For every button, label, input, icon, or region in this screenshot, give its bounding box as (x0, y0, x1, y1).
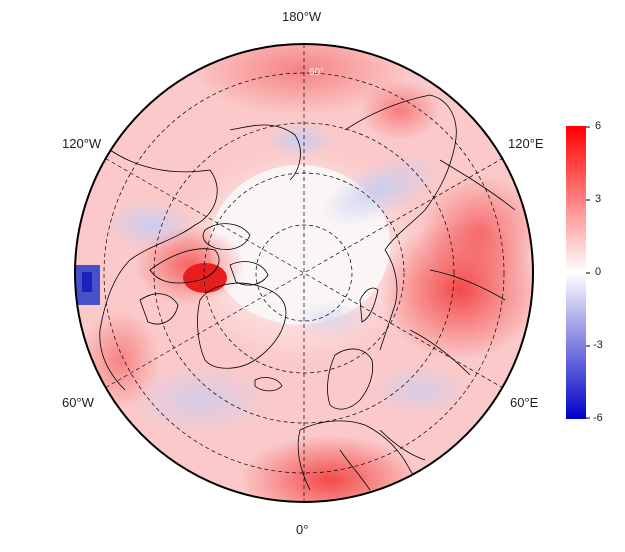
lon-label-60w: 60°W (62, 395, 94, 410)
lon-label-120w: 120°W (62, 136, 102, 151)
colorbar-tick-neg6: -6 (593, 412, 603, 424)
lon-label-0: 0° (296, 522, 309, 537)
lat-circle-label: 60° (309, 67, 324, 78)
lon-label-120e: 120°E (508, 136, 544, 151)
graticule (103, 44, 505, 502)
colorbar-tick-neg3: -3 (593, 339, 603, 351)
colorbar-ticks (586, 126, 590, 419)
lon-label-60e: 60°E (510, 395, 539, 410)
lon-label-180w: 180°W (282, 9, 322, 24)
colorbar-tick-3: 3 (595, 193, 602, 205)
map-boundary (74, 43, 534, 503)
colorbar (566, 126, 586, 419)
anomaly-field (75, 44, 533, 502)
coastlines (99, 94, 516, 502)
colorbar-tick-0: 0 (595, 266, 602, 278)
colorbar-tick-6: 6 (595, 120, 602, 132)
